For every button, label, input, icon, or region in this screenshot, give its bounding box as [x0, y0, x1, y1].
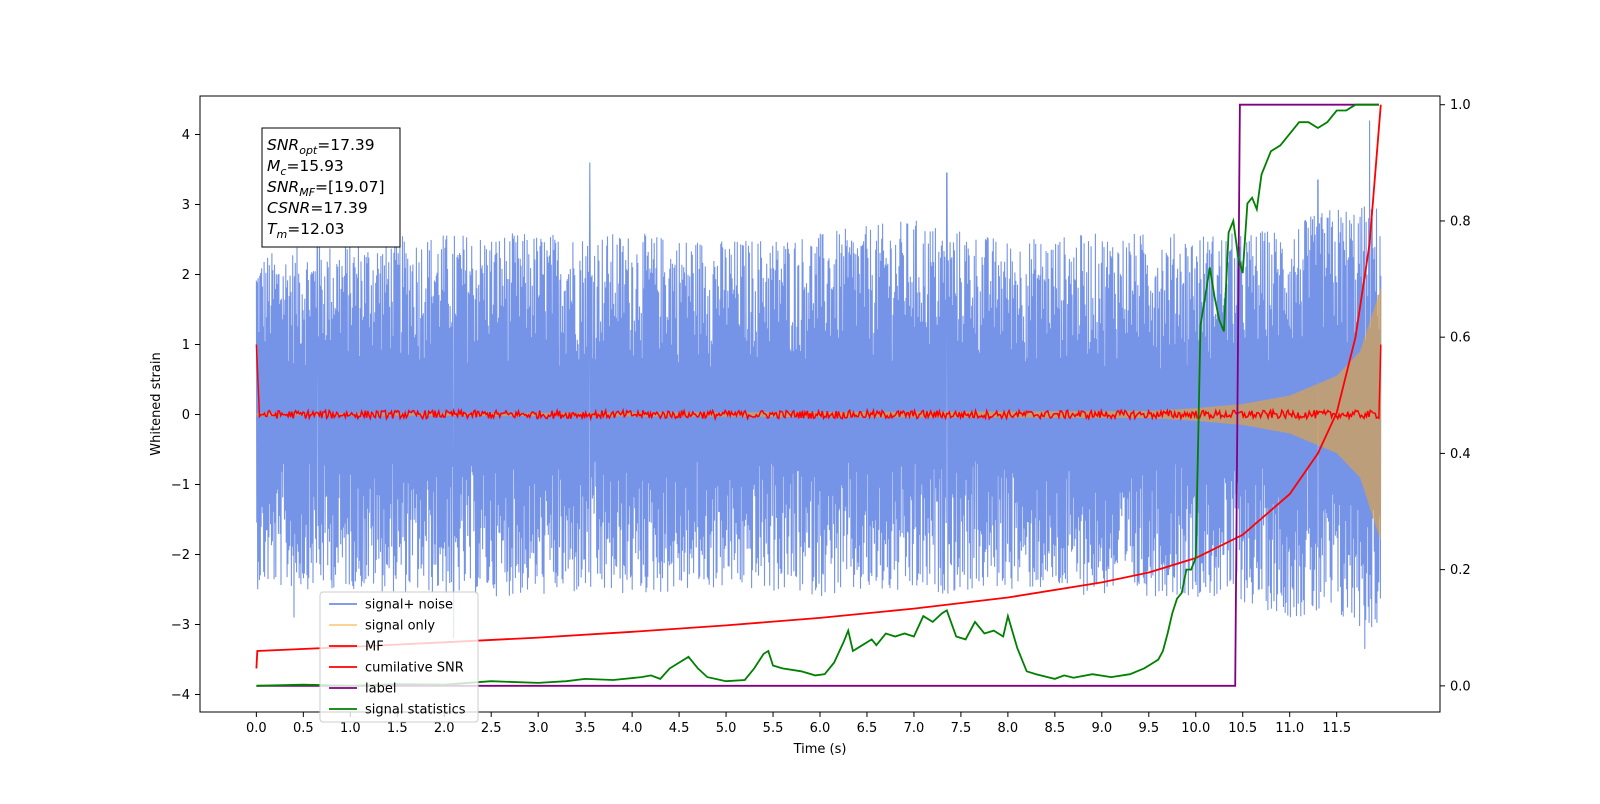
y-tick-label: 0 — [182, 408, 190, 423]
series-label — [256, 103, 1379, 687]
annotation-line: SNRMF=[19.07] — [267, 178, 385, 199]
annotation-frame — [261, 127, 401, 248]
y-tick-label: 4 — [182, 128, 190, 143]
y2-tick-label: 0.2 — [1450, 563, 1471, 578]
y-axis-label: Whitened strain — [149, 352, 164, 455]
x-tick-label: 11.5 — [1322, 721, 1351, 736]
y-tick-label: 1 — [182, 338, 190, 353]
y-tick-label: 2 — [182, 268, 190, 283]
y2-tick-label: 1.0 — [1450, 98, 1471, 113]
x-axis-label: Time (s) — [793, 742, 847, 757]
series-mf — [255, 344, 1382, 422]
x-tick-label: 0.5 — [293, 721, 314, 736]
x-tick-label: 9.5 — [1138, 721, 1159, 736]
x-tick-label: 8.0 — [998, 721, 1019, 736]
annotation-line: Tm=12.03 — [267, 220, 345, 241]
annotation-line: Mc=15.93 — [267, 157, 344, 178]
x-tick-label: 5.5 — [763, 721, 784, 736]
y-axis-right: 1.0 0.8 0.6 0.4 0.2 0.0 — [1440, 98, 1471, 694]
x-tick-label: 3.0 — [528, 721, 549, 736]
annotation-line: CSNR=17.39 — [267, 199, 368, 217]
x-tick-label: 6.5 — [857, 721, 878, 736]
x-axis: 0.0 0.5 1.0 1.5 2.0 2.5 3.0 3.5 4.0 4.5 5.0 5.5 6.0 6… — [246, 712, 1351, 736]
x-tick-label: 1.5 — [387, 721, 408, 736]
legend-entry-label: signal only — [365, 619, 435, 634]
x-tick-label: 7.5 — [951, 721, 972, 736]
x-tick-label: 0.0 — [246, 721, 267, 736]
legend-frame — [319, 591, 479, 723]
y-tick-label: −1 — [171, 478, 190, 493]
y2-tick-label: 0.8 — [1450, 214, 1471, 229]
legend-entry-label: signal statistics — [365, 703, 466, 718]
x-tick-label: 9.0 — [1091, 721, 1112, 736]
x-tick-label: 10.0 — [1181, 721, 1210, 736]
x-tick-label: 2.0 — [434, 721, 455, 736]
legend: signal+ noise signal only MF cumilative SNR… — [319, 591, 479, 723]
annotation-line: SNRopt=17.39 — [267, 136, 375, 157]
x-tick-label: 10.5 — [1228, 721, 1257, 736]
x-tick-label: 4.5 — [669, 721, 690, 736]
x-tick-label: 4.0 — [622, 721, 643, 736]
y2-tick-label: 0.0 — [1450, 679, 1471, 694]
legend-entry-label: signal+ noise — [365, 598, 453, 613]
x-tick-label: 3.5 — [575, 721, 596, 736]
x-tick-label: 7.0 — [904, 721, 925, 736]
y2-tick-label: 0.4 — [1450, 447, 1471, 462]
series-signal-statistics — [256, 103, 1379, 687]
legend-entry-label: label — [365, 682, 396, 697]
legend-entry-label: cumilative SNR — [365, 661, 464, 676]
y-tick-label: 3 — [182, 198, 190, 213]
y-tick-label: −2 — [171, 548, 190, 563]
annotation-box: SNRopt=17.39Mc=15.93SNRMF=[19.07]CSNR=17… — [261, 127, 401, 248]
legend-entry-label: MF — [365, 640, 384, 655]
x-tick-label: 5.0 — [716, 721, 737, 736]
y-axis-left: 4 3 2 1 0 −1 −2 −3 −4 — [171, 128, 200, 703]
y-tick-label: −4 — [171, 688, 190, 703]
x-tick-label: 2.5 — [481, 721, 502, 736]
series-signal-noise — [255, 120, 1382, 650]
x-tick-label: 1.0 — [340, 721, 361, 736]
x-tick-label: 11.0 — [1275, 721, 1304, 736]
y-tick-label: −3 — [171, 618, 190, 633]
x-tick-label: 8.5 — [1045, 721, 1066, 736]
x-tick-label: 6.0 — [810, 721, 831, 736]
y2-tick-label: 0.6 — [1450, 331, 1471, 346]
